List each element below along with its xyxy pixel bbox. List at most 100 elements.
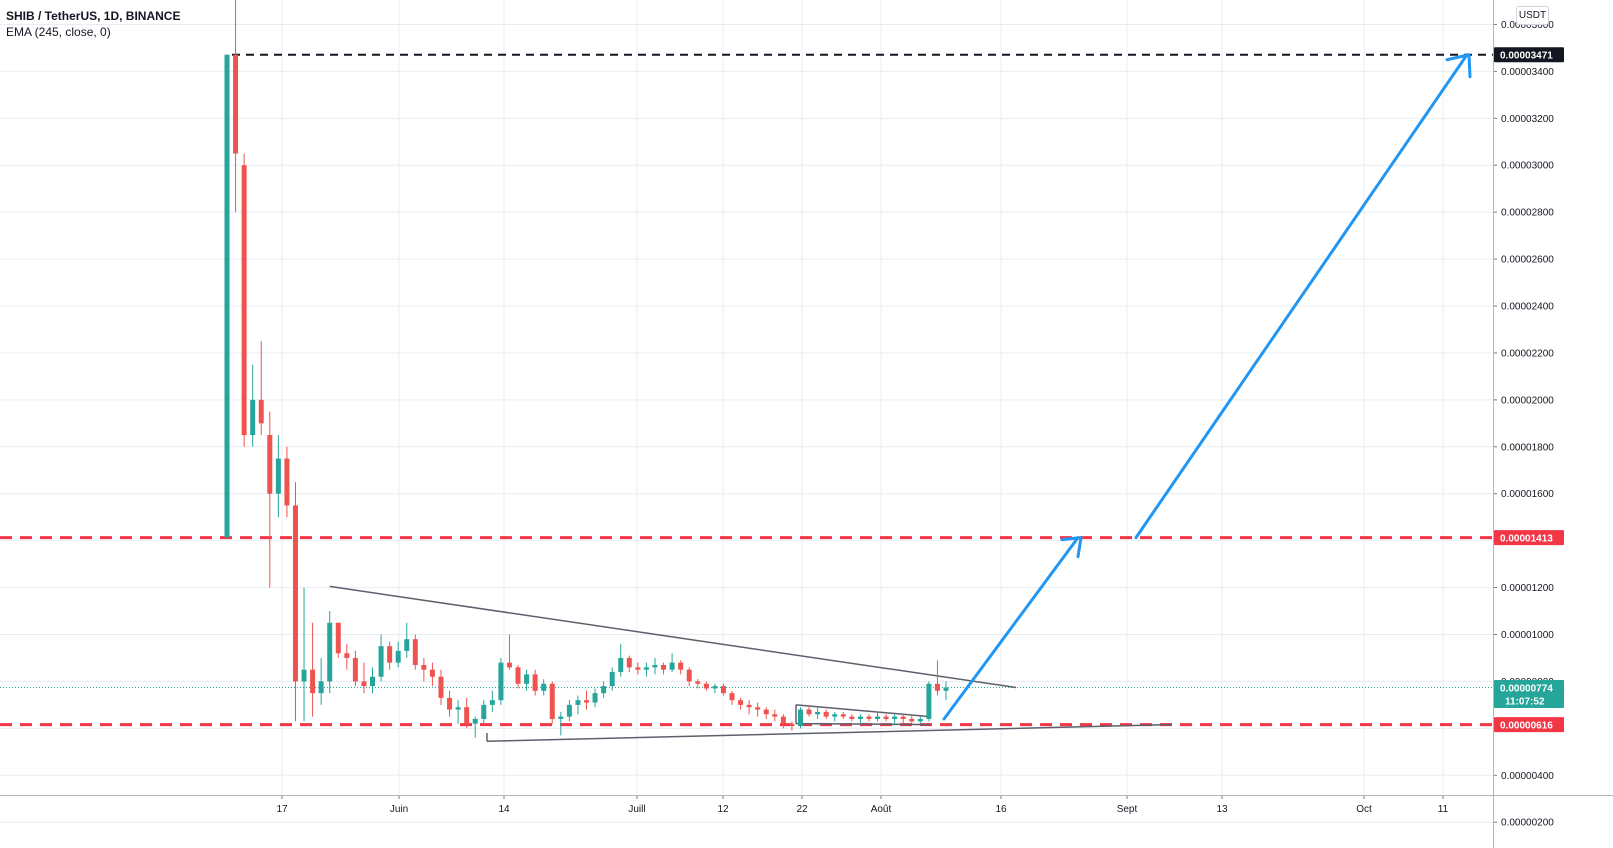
candle-body bbox=[541, 683, 547, 691]
candle-body bbox=[498, 662, 504, 701]
current-price-tag-bg bbox=[1494, 680, 1564, 709]
candle-body bbox=[421, 664, 427, 670]
y-tick-label: 0.00000200 bbox=[1501, 818, 1554, 829]
candle-up bbox=[857, 714, 863, 724]
candle-body bbox=[635, 667, 641, 670]
candle-down bbox=[763, 707, 769, 719]
current-price-tag-countdown: 11:07:52 bbox=[1505, 697, 1545, 708]
candle-body bbox=[489, 700, 495, 705]
candle-down bbox=[438, 669, 444, 705]
candle-body bbox=[669, 662, 675, 670]
candle-down bbox=[412, 634, 418, 670]
candle-body bbox=[472, 718, 478, 724]
indicator-label[interactable]: EMA (245, close, 0) bbox=[6, 25, 111, 39]
candle-body bbox=[755, 707, 761, 710]
symbol-title[interactable]: SHIB / TetherUS, 1D, BINANCE bbox=[6, 9, 181, 23]
candle-down bbox=[429, 662, 435, 687]
projection-arrowhead-2 bbox=[1445, 53, 1472, 79]
x-tick-label: 14 bbox=[498, 804, 510, 815]
candle-up bbox=[378, 634, 384, 682]
candle-body bbox=[335, 622, 341, 654]
candle-down bbox=[233, 0, 239, 213]
drawings bbox=[329, 53, 1472, 742]
candle-up bbox=[643, 662, 649, 677]
x-tick-label: Sept bbox=[1117, 804, 1138, 815]
candle-body bbox=[352, 657, 358, 682]
candle-down bbox=[729, 690, 735, 705]
candle-body bbox=[275, 458, 281, 494]
time-axis[interactable]: 17 Juin 14 Juill 12 22 Août 16 Sept 13 Oct 11 bbox=[0, 795, 1613, 815]
candle-body bbox=[284, 458, 290, 506]
candle-body bbox=[661, 664, 667, 670]
candle-up bbox=[327, 611, 333, 694]
ath-price-tag: 0.00003471 bbox=[1494, 47, 1564, 63]
y-tick-label: 0.00001000 bbox=[1501, 630, 1554, 641]
candle-body bbox=[678, 662, 684, 670]
candle-down bbox=[849, 714, 855, 722]
candle-up bbox=[926, 681, 932, 722]
candle-up bbox=[875, 711, 881, 722]
candle-body bbox=[224, 54, 230, 538]
candle-body bbox=[703, 683, 709, 689]
candle-body bbox=[875, 716, 881, 719]
y-tick-label: 0.00002400 bbox=[1501, 302, 1554, 313]
x-tick-label: 22 bbox=[796, 804, 808, 815]
projection-arrowhead-1 bbox=[1060, 536, 1083, 559]
ascending-support-trendline bbox=[486, 723, 1173, 742]
candle-up bbox=[481, 700, 487, 724]
candle-body bbox=[429, 669, 435, 677]
candle-down bbox=[900, 714, 906, 724]
candle-body bbox=[318, 681, 324, 694]
candle-body bbox=[772, 714, 778, 717]
candle-down bbox=[909, 714, 915, 724]
candle-down bbox=[720, 683, 726, 696]
candle-down bbox=[678, 660, 684, 675]
level-price-tag-value: 0.00000616 bbox=[1500, 721, 1553, 732]
x-tick-label: Oct bbox=[1356, 804, 1372, 815]
candle-body bbox=[575, 700, 581, 705]
candle-body bbox=[695, 681, 701, 684]
candle-up bbox=[301, 587, 307, 722]
candle-body bbox=[712, 686, 718, 689]
candle-body bbox=[250, 399, 256, 436]
candle-up bbox=[370, 667, 376, 694]
candle-down bbox=[284, 446, 290, 518]
candle-down bbox=[506, 634, 512, 670]
candle-up bbox=[318, 657, 324, 705]
candle-body bbox=[549, 683, 555, 719]
level-price-tag: 0.00001413 bbox=[1494, 530, 1564, 546]
y-tick-label: 0.00002600 bbox=[1501, 255, 1554, 266]
candle-up bbox=[712, 683, 718, 694]
candle-body bbox=[258, 399, 264, 424]
candle-body bbox=[738, 700, 744, 705]
descending-trendline bbox=[329, 585, 1017, 689]
candle-body bbox=[327, 622, 333, 682]
candle-up bbox=[601, 681, 607, 698]
candle-up bbox=[275, 435, 281, 518]
candle-body bbox=[370, 676, 376, 687]
candle-body bbox=[686, 669, 692, 682]
candle-body bbox=[866, 716, 872, 719]
candle-body bbox=[626, 657, 632, 668]
candle-up bbox=[541, 679, 547, 696]
candle-down bbox=[584, 690, 589, 710]
candle-up bbox=[472, 716, 478, 738]
candle-up bbox=[815, 707, 821, 719]
candle-down bbox=[823, 709, 829, 719]
candle-body bbox=[943, 687, 949, 691]
y-tick-label: 0.00001800 bbox=[1501, 442, 1554, 453]
candle-body bbox=[515, 667, 521, 684]
candle-down bbox=[258, 341, 264, 436]
candle-up bbox=[652, 657, 658, 675]
y-tick-label: 0.00001600 bbox=[1501, 489, 1554, 500]
candle-down bbox=[780, 714, 786, 729]
y-tick-label: 0.00003200 bbox=[1501, 114, 1554, 125]
candle-down bbox=[515, 664, 521, 689]
y-tick-label: 0.00002000 bbox=[1501, 395, 1554, 406]
candle-down bbox=[549, 681, 555, 724]
currency-button[interactable]: USDT bbox=[1516, 6, 1549, 25]
level-lines bbox=[0, 53, 1493, 727]
candle-body bbox=[601, 686, 607, 694]
